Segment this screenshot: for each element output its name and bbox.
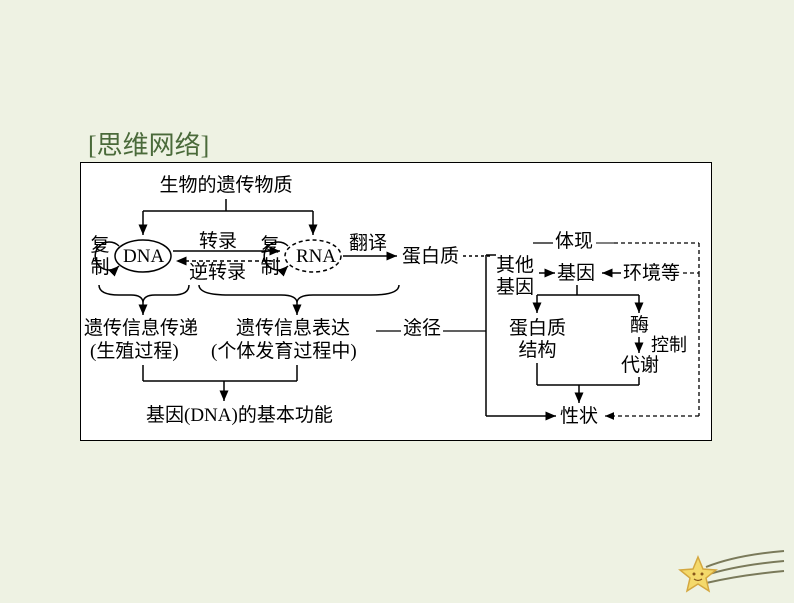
node-rna: RNA	[296, 246, 336, 268]
node-nizhuanlu: 逆转录	[189, 262, 246, 284]
diagram-arrows	[81, 163, 713, 442]
node-tujing: 途径	[403, 318, 441, 340]
node-daixie: 代谢	[621, 355, 659, 377]
node-danbaizhi: 蛋白质	[402, 246, 459, 268]
node-fanyi: 翻译	[349, 233, 387, 255]
node-top: 生物的遗传物质	[141, 175, 311, 197]
node-kongzhi: 控制	[651, 335, 687, 356]
node-chuandi2: (生殖过程)	[90, 341, 179, 363]
section-title: [思维网络]	[88, 125, 209, 162]
node-xingzhuang: 性状	[560, 406, 598, 428]
node-chuandi1: 遗传信息传递	[84, 318, 198, 340]
node-tixian: 体现	[555, 231, 593, 253]
node-biaoda2: (个体发育过程中)	[211, 341, 357, 363]
node-mei: 酶	[630, 315, 649, 337]
node-zhuanlu: 转录	[199, 231, 237, 253]
node-bottom: 基因(DNA)的基本功能	[146, 405, 333, 427]
node-huanjing: 环境等	[623, 263, 680, 285]
node-dna: DNA	[123, 246, 164, 268]
node-fuzhi-left: 复制	[89, 235, 111, 279]
node-fuzhi-mid: 复制	[259, 235, 281, 279]
node-biaoda1: 遗传信息表达	[236, 318, 350, 340]
node-dbz-jiegou: 蛋白质结构	[509, 318, 566, 362]
node-jiyin: 基因	[557, 263, 595, 285]
star-decoration-icon	[676, 537, 786, 597]
concept-diagram: 生物的遗传物质 复制 DNA 转录 逆转录 复制 RNA 翻译 蛋白质 体现 其…	[80, 162, 712, 441]
node-qita-jiyin: 其他基因	[496, 255, 534, 299]
